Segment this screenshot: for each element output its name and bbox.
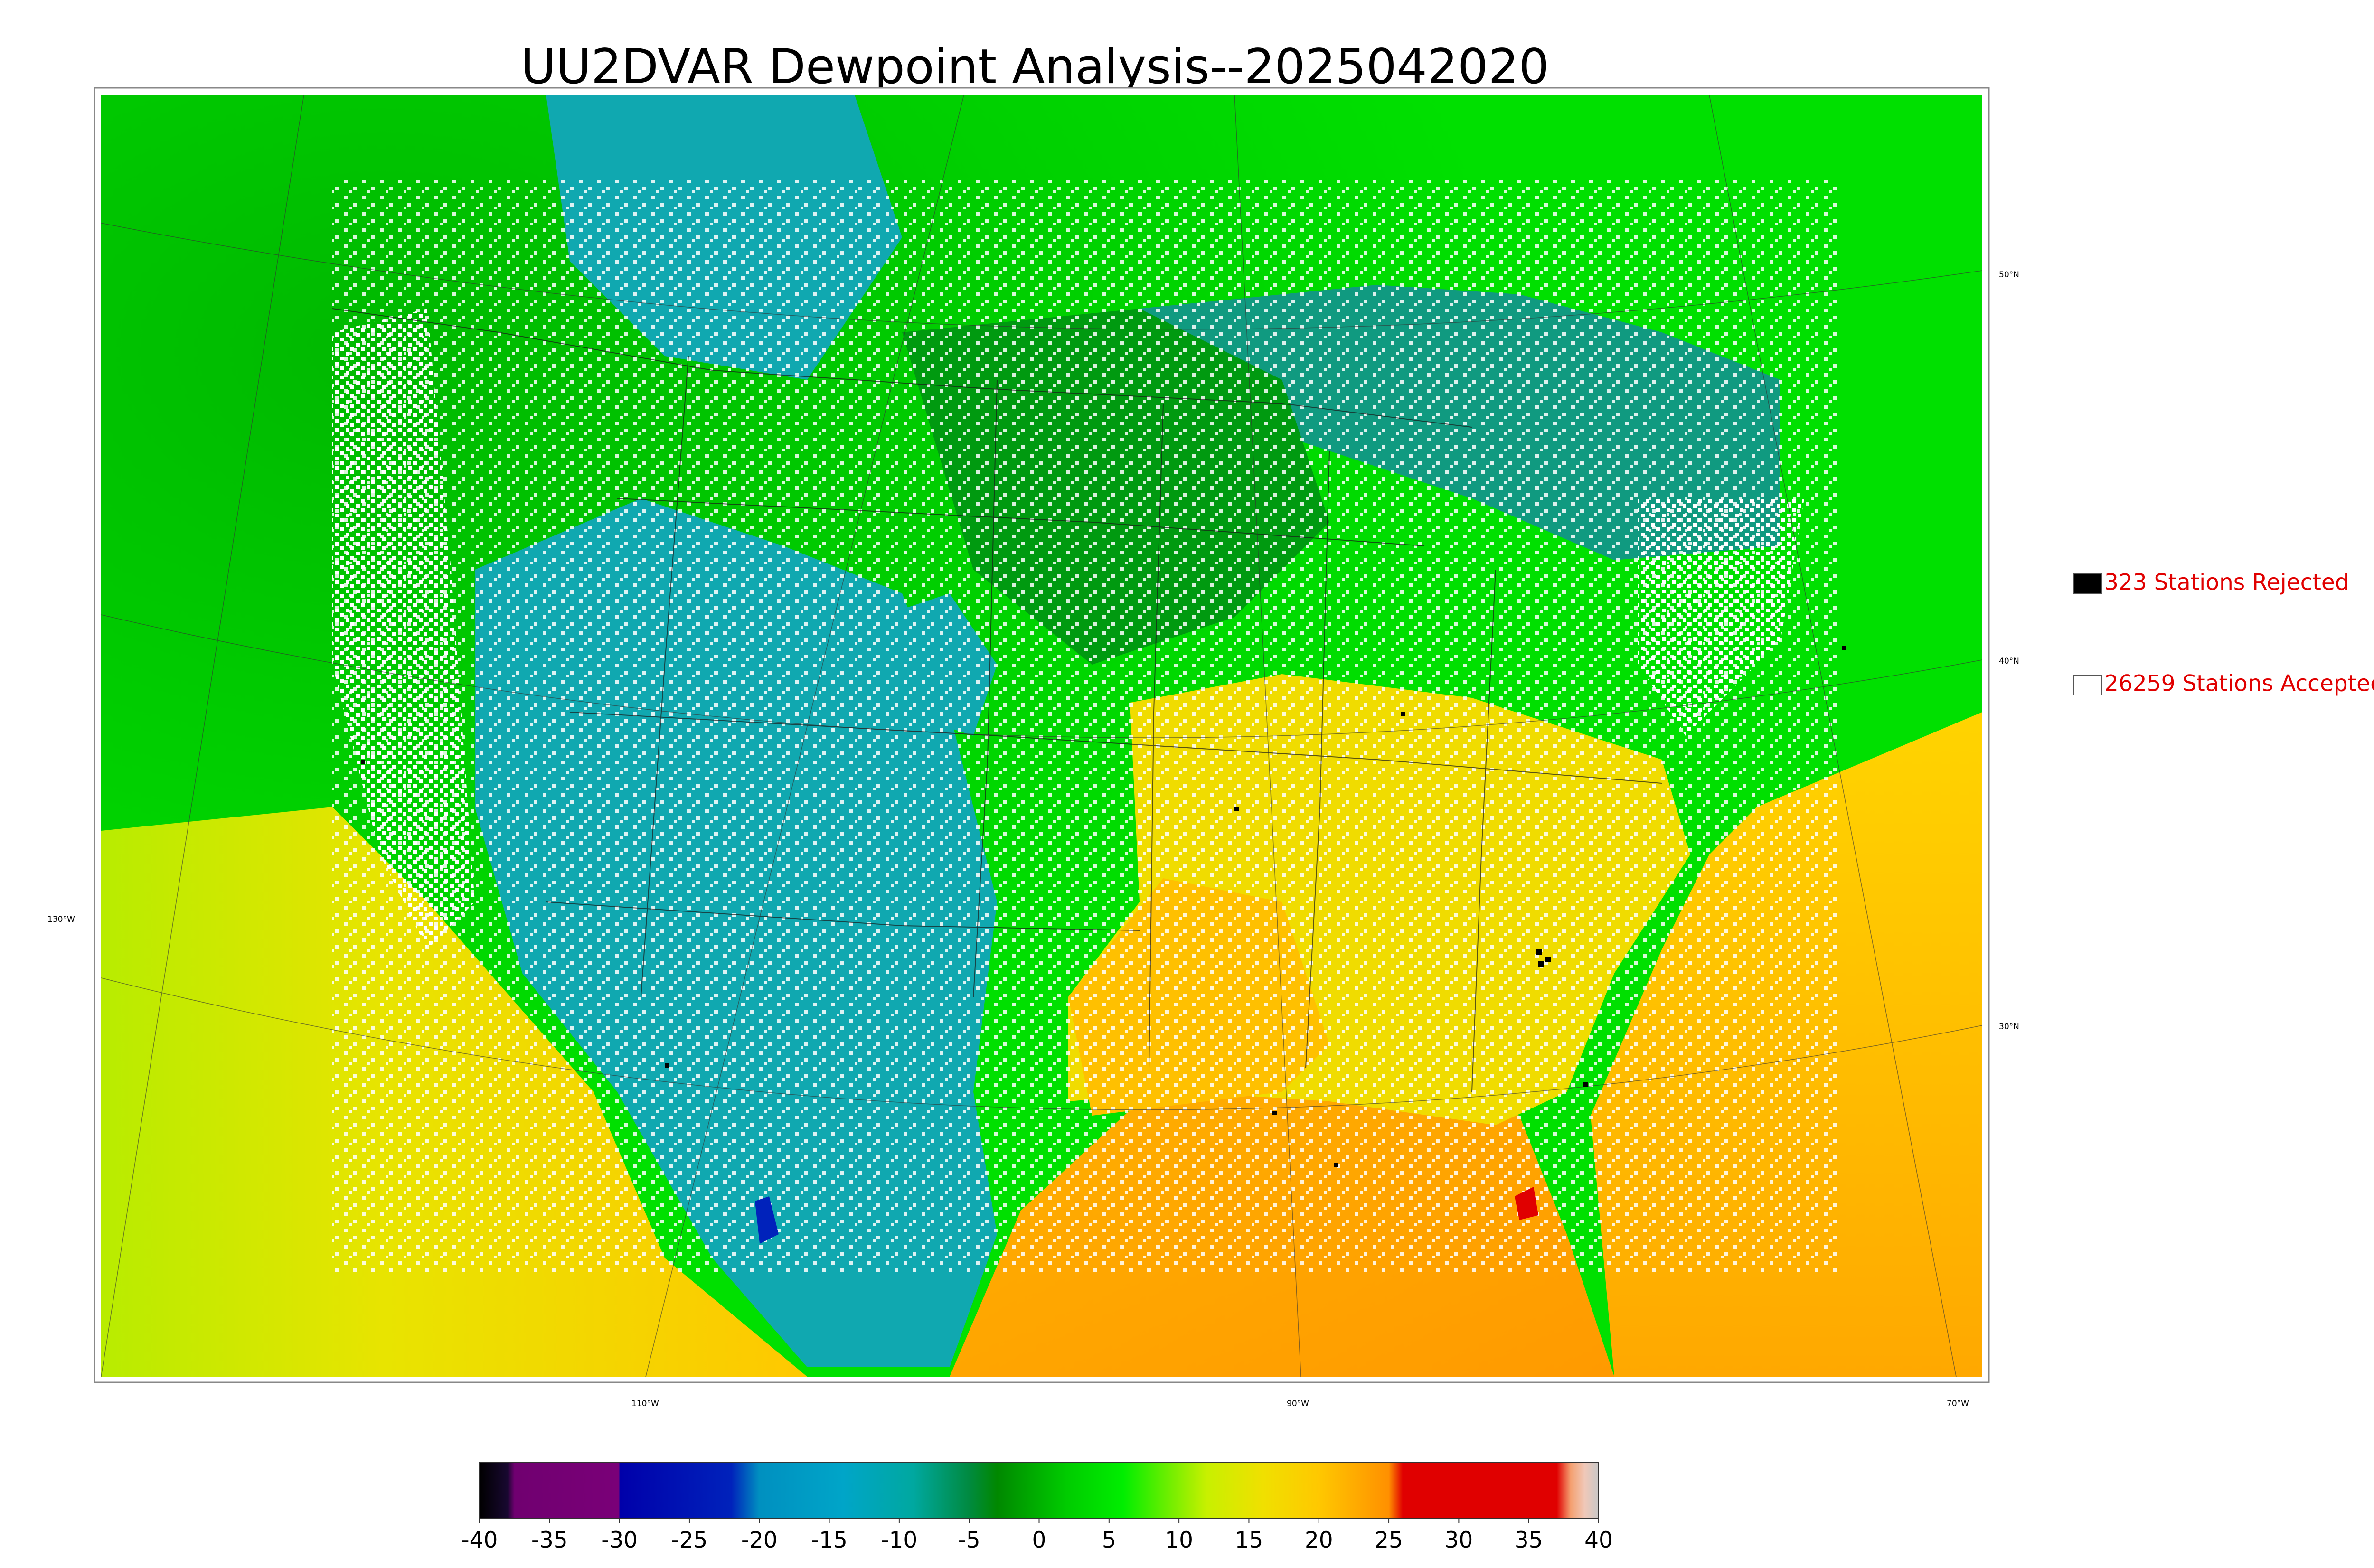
lat-label-50: 50°N [1999, 270, 2019, 280]
state-borders [332, 308, 1662, 1092]
accepted-label: 26259 Stations Accepted [2104, 671, 2374, 697]
colorbar-tick-label: -35 [531, 1527, 568, 1553]
colorbar-tick-label: 20 [1305, 1527, 1333, 1553]
colorbar-tick-label: 25 [1375, 1527, 1403, 1553]
colorbar-tick-label: -25 [671, 1527, 708, 1553]
rejected-swatch [2073, 573, 2102, 594]
colorbar-gradient [479, 1462, 1599, 1519]
colorbar-tick-label: -40 [462, 1527, 498, 1553]
colorbar-tick-label: 30 [1444, 1527, 1473, 1553]
lon-label-90: 90°W [1287, 1399, 1309, 1408]
cold-spot [755, 1196, 779, 1244]
dewpoint-field [101, 95, 1982, 1377]
accepted-swatch [2073, 675, 2102, 695]
rejected-stations [361, 646, 1846, 1167]
colorbar-tick-label: -5 [958, 1527, 980, 1553]
northeast-stations [1638, 498, 1804, 736]
rejected-label: 323 Stations Rejected [2104, 570, 2349, 596]
lat-label-40: 40°N [1999, 657, 2019, 666]
colorbar-tick-label: 35 [1515, 1527, 1543, 1553]
lon-label-110: 110°W [631, 1399, 659, 1408]
station-legend: 323 Stations Rejected 26259 Stations Acc… [2073, 570, 2374, 697]
lon-labels: 130°W 110°W 90°W 70°W [47, 915, 1969, 1408]
colorbar-tick-label: 0 [1032, 1527, 1046, 1553]
graticule [101, 95, 1982, 1377]
colorbar-tick-label: -10 [881, 1527, 917, 1553]
colorbar-tick-label: -15 [811, 1527, 848, 1553]
lon-label-70: 70°W [1947, 1399, 1969, 1408]
station-overlay [332, 180, 1842, 1272]
colorbar-tick-label: 5 [1102, 1527, 1116, 1553]
lat-label-30: 30°N [1999, 1022, 2019, 1032]
colorbar-tick-label: 40 [1584, 1527, 1613, 1553]
colorbar-tick-label: 10 [1165, 1527, 1193, 1553]
map-panel [94, 87, 1990, 1383]
lat-labels: 50°N 40°N 30°N [1999, 270, 2019, 1032]
colorbar-tick-label: 15 [1235, 1527, 1263, 1553]
colorbar-tick-label: -20 [741, 1527, 778, 1553]
colorbar: -40 -35 -30 -25 -20 -15 -10 -5 0 5 10 15 20 25 30 35 40 [462, 1462, 1613, 1553]
warm-spot [1515, 1187, 1538, 1220]
lon-label-130: 130°W [47, 915, 75, 924]
map-title: UU2DVAR Dewpoint Analysis--2025042020 [521, 38, 1549, 94]
colorbar-tick-label: -30 [601, 1527, 638, 1553]
west-coast-stations [332, 309, 475, 949]
